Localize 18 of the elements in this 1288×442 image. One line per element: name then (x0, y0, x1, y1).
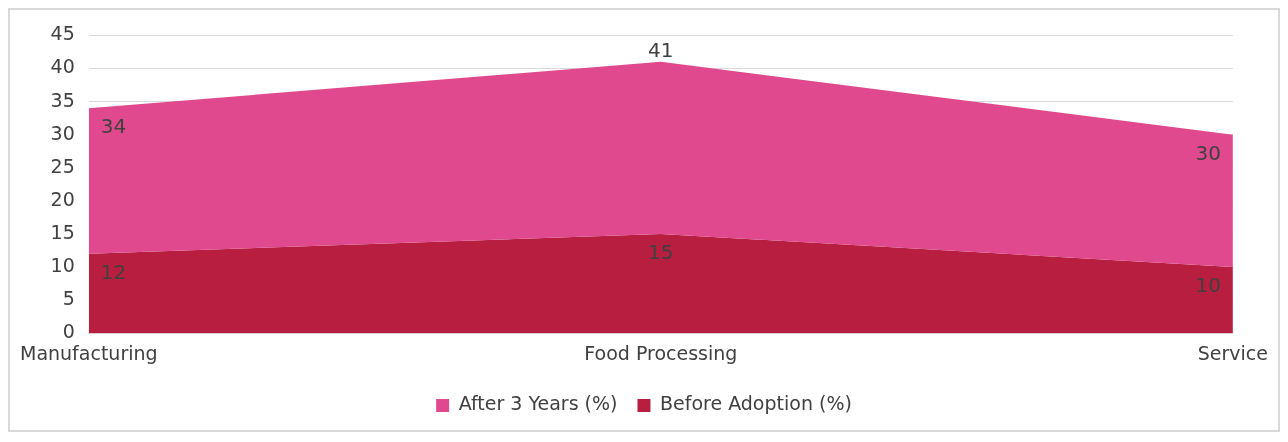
data-label: 41 (648, 38, 674, 63)
y-tick-label: 40 (50, 55, 75, 78)
y-tick-label: 45 (50, 22, 75, 45)
y-tick-label: 15 (50, 220, 75, 243)
y-tick-label: 25 (50, 154, 75, 177)
legend-label: After 3 Years (%) (458, 392, 618, 415)
legend-label: Before Adoption (%) (659, 392, 852, 415)
y-tick-label: 30 (50, 121, 75, 144)
data-label: 34 (100, 114, 127, 139)
y-tick-label: 20 (50, 187, 75, 210)
x-tick-label: Food Processing (584, 341, 738, 364)
y-tick-label: 10 (50, 253, 75, 276)
y-tick-label: 5 (62, 287, 75, 310)
y-tick-label: 35 (50, 88, 75, 111)
x-tick-label: Manufacturing (19, 341, 158, 364)
y-tick-label: 0 (62, 320, 75, 343)
x-tick-label: Service (1197, 341, 1269, 364)
data-label: 30 (1195, 140, 1221, 165)
